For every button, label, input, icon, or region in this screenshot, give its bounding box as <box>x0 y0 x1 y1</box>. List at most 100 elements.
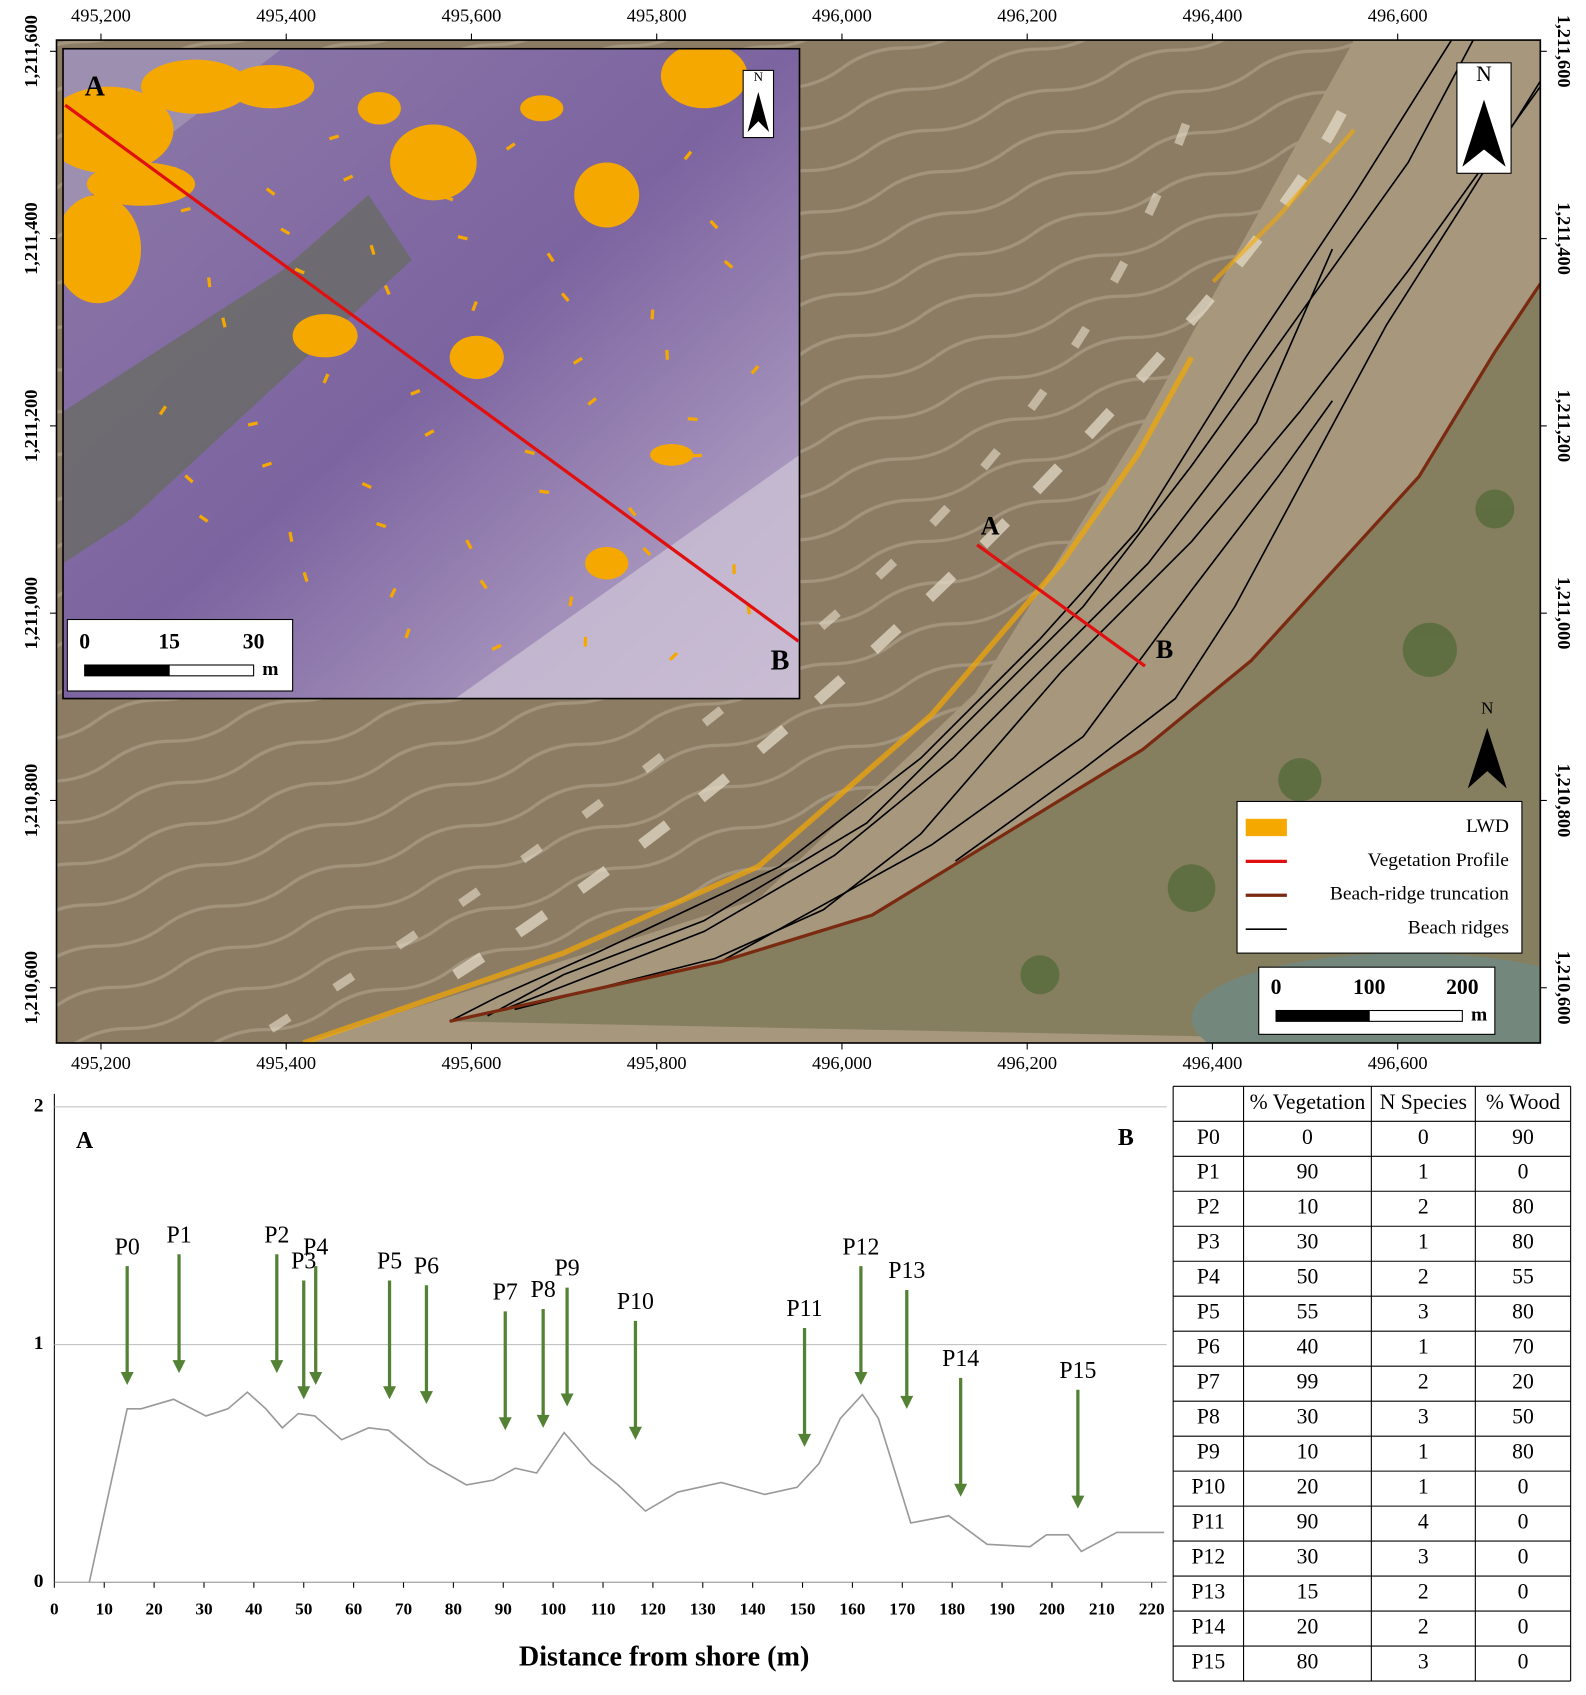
sample-label: P5 <box>377 1249 402 1275</box>
sample-arrow-head <box>954 1483 968 1497</box>
table-cell: P15 <box>1192 1650 1226 1674</box>
lwd-patch <box>457 235 468 241</box>
lwd-patch <box>692 453 703 458</box>
y-tick-label: 1,211,200 <box>21 390 41 463</box>
sample-label: P12 <box>842 1234 879 1260</box>
table-cell: 2 <box>1418 1195 1429 1219</box>
lwd-patch <box>683 150 693 161</box>
sample-label: P1 <box>166 1222 191 1248</box>
table-header: N Species <box>1380 1090 1467 1114</box>
lwd-patch <box>302 571 309 583</box>
table-cell: 15 <box>1297 1580 1319 1604</box>
y-tick-label: 1,211,400 <box>21 202 41 275</box>
lwd-patch <box>650 444 694 466</box>
table-cell: 0 <box>1518 1475 1529 1499</box>
lwd-patch <box>322 373 330 384</box>
sample-arrow-head <box>1071 1495 1085 1509</box>
table-cell: 1 <box>1418 1230 1429 1254</box>
y-tick-label: 2 <box>34 1095 44 1116</box>
lwd-patch <box>520 95 564 122</box>
sample-arrow-head <box>172 1360 186 1374</box>
sample-arrow-head <box>419 1391 433 1405</box>
lwd-patch <box>486 341 492 352</box>
sample-arrow-head <box>560 1393 574 1407</box>
table-cell: 1 <box>1418 1160 1429 1184</box>
table-cell: 30 <box>1297 1230 1319 1254</box>
sample-arrow-head <box>798 1433 812 1447</box>
scale-label: 0 <box>79 629 90 653</box>
x-tick-label: 496,200 <box>997 1053 1057 1073</box>
table-cell: 2 <box>1418 1615 1429 1639</box>
profile-label: B <box>1156 635 1173 664</box>
sample-label: P8 <box>531 1277 556 1303</box>
y-tick-label: 1,211,600 <box>1554 15 1574 88</box>
lwd-patch <box>404 628 411 639</box>
x-tick-label: 140 <box>740 1599 766 1618</box>
lwd-patch <box>627 506 637 517</box>
sample-arrow-head <box>270 1360 284 1374</box>
x-tick-label: 50 <box>295 1599 312 1618</box>
table-cell: P11 <box>1192 1510 1225 1534</box>
inset-image <box>63 48 800 699</box>
sample-label: P13 <box>888 1258 925 1284</box>
x-tick-label: 496,600 <box>1368 1053 1428 1073</box>
legend-label: Vegetation Profile <box>1368 850 1509 871</box>
inset-frame <box>62 47 801 700</box>
lwd-patch <box>184 474 194 484</box>
table-cell: 50 <box>1297 1265 1319 1289</box>
x-tick-label: 495,400 <box>256 6 316 26</box>
table-cell: P6 <box>1197 1335 1220 1359</box>
table-cell: 2 <box>1418 1265 1429 1289</box>
x-tick-label: 30 <box>195 1599 212 1618</box>
beach-ridge <box>449 40 1453 1023</box>
beach-ridge <box>487 40 1474 1017</box>
lwd-patch <box>479 579 488 590</box>
annotation: A <box>76 1128 94 1154</box>
scale-label: 15 <box>158 629 180 653</box>
y-tick-label: 1,211,000 <box>1554 577 1574 650</box>
table-cell: P7 <box>1197 1370 1220 1394</box>
x-tick-label: 495,800 <box>627 1053 687 1073</box>
table-cell: P9 <box>1197 1440 1220 1464</box>
x-tick-label: 496,400 <box>1183 1053 1243 1073</box>
legend-label: Beach-ridge truncation <box>1330 884 1509 905</box>
table-cell: 0 <box>1518 1650 1529 1674</box>
x-tick-label: 190 <box>989 1599 1015 1618</box>
y-tick-label: 1,210,600 <box>21 951 41 1025</box>
legend-swatch <box>1245 818 1287 837</box>
lwd-patch <box>389 587 397 598</box>
table-cell: 20 <box>1297 1475 1319 1499</box>
lwd-patch <box>424 429 435 437</box>
lwd-patch <box>524 449 535 456</box>
x-tick-label: 110 <box>591 1599 616 1618</box>
lwd-patch <box>560 292 570 302</box>
table-header: % Wood <box>1486 1090 1560 1114</box>
lwd-patch <box>587 397 597 406</box>
table-header: % Vegetation <box>1250 1090 1366 1114</box>
table-cell: 90 <box>1297 1160 1319 1184</box>
vegetation-profile <box>64 103 800 643</box>
north-label: N <box>1476 62 1492 86</box>
sample-arrow-head <box>297 1386 311 1400</box>
x-tick-label: 210 <box>1089 1599 1115 1618</box>
lwd-patch <box>207 277 212 288</box>
lwd-patch <box>376 522 387 529</box>
sample-arrow-head <box>854 1372 868 1386</box>
table-cell: P3 <box>1197 1230 1220 1254</box>
table-cell: 20 <box>1297 1615 1319 1639</box>
table-cell: 30 <box>1297 1545 1319 1569</box>
y-tick-label: 1,211,000 <box>21 577 41 650</box>
lwd-patch <box>443 194 454 202</box>
sample-arrow-head <box>498 1417 512 1431</box>
annotation: B <box>1118 1125 1134 1151</box>
y-tick-label: 1,211,400 <box>1554 202 1574 275</box>
lwd-patch <box>723 259 734 269</box>
table-cell: 2 <box>1418 1370 1429 1394</box>
beach-ridge <box>514 86 1541 1011</box>
north-arrow <box>1456 62 1512 174</box>
table-cell: 80 <box>1297 1650 1319 1674</box>
table-cell: 10 <box>1297 1440 1319 1464</box>
x-tick-label: 40 <box>245 1599 262 1618</box>
scale-bar-box <box>66 618 294 692</box>
